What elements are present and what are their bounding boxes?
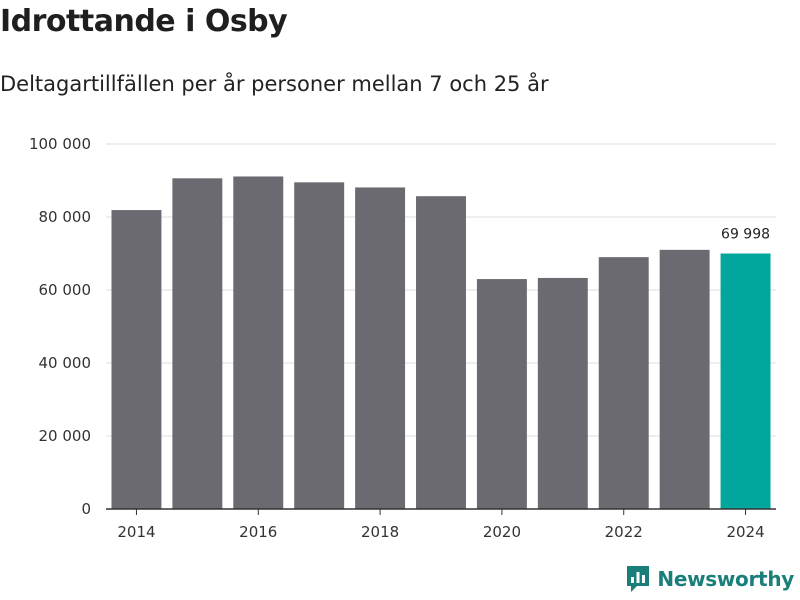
highlight-data-label: 69 998 — [721, 227, 770, 243]
x-tick-label: 2022 — [605, 523, 643, 541]
x-tick-label: 2020 — [483, 523, 521, 541]
x-tick-label: 2024 — [726, 523, 764, 541]
bar-2017 — [294, 182, 345, 509]
chart-title: Idrottande i Osby — [0, 4, 288, 39]
bar-2019 — [416, 196, 466, 509]
y-tick-label: 100 000 — [29, 135, 91, 153]
bar-2022 — [598, 257, 649, 509]
bar-2020 — [476, 279, 527, 509]
x-tick-label: 2018 — [361, 523, 399, 541]
x-tick-label: 2014 — [117, 523, 155, 541]
x-tick-label: 2016 — [239, 523, 277, 541]
bar-2015 — [172, 178, 223, 509]
chart-subtitle: Deltagartillfällen per år personer mella… — [0, 72, 549, 96]
y-tick-label: 40 000 — [39, 354, 92, 372]
x-axis-ticks: 2014 2016 2018 2020 2022 2024 — [117, 509, 765, 541]
y-axis-ticks: 0 20 000 40 000 60 000 80 000 100 000 — [29, 135, 91, 518]
bar-2021 — [537, 277, 588, 509]
bar-2016 — [233, 176, 284, 510]
newsworthy-logo-icon — [627, 566, 650, 592]
bar-2014 — [111, 210, 162, 509]
brand-name: Newsworthy — [657, 567, 794, 591]
data-labels: 69 998 — [721, 227, 770, 243]
y-tick-label: 0 — [81, 500, 91, 518]
y-tick-label: 80 000 — [39, 208, 92, 226]
bar-2023 — [659, 249, 710, 509]
bar-2018 — [355, 187, 406, 509]
brand-logo: Newsworthy — [625, 564, 794, 594]
bars — [111, 176, 771, 510]
y-tick-label: 20 000 — [39, 427, 92, 445]
y-tick-label: 60 000 — [39, 281, 92, 299]
bar-2024 — [720, 253, 771, 509]
